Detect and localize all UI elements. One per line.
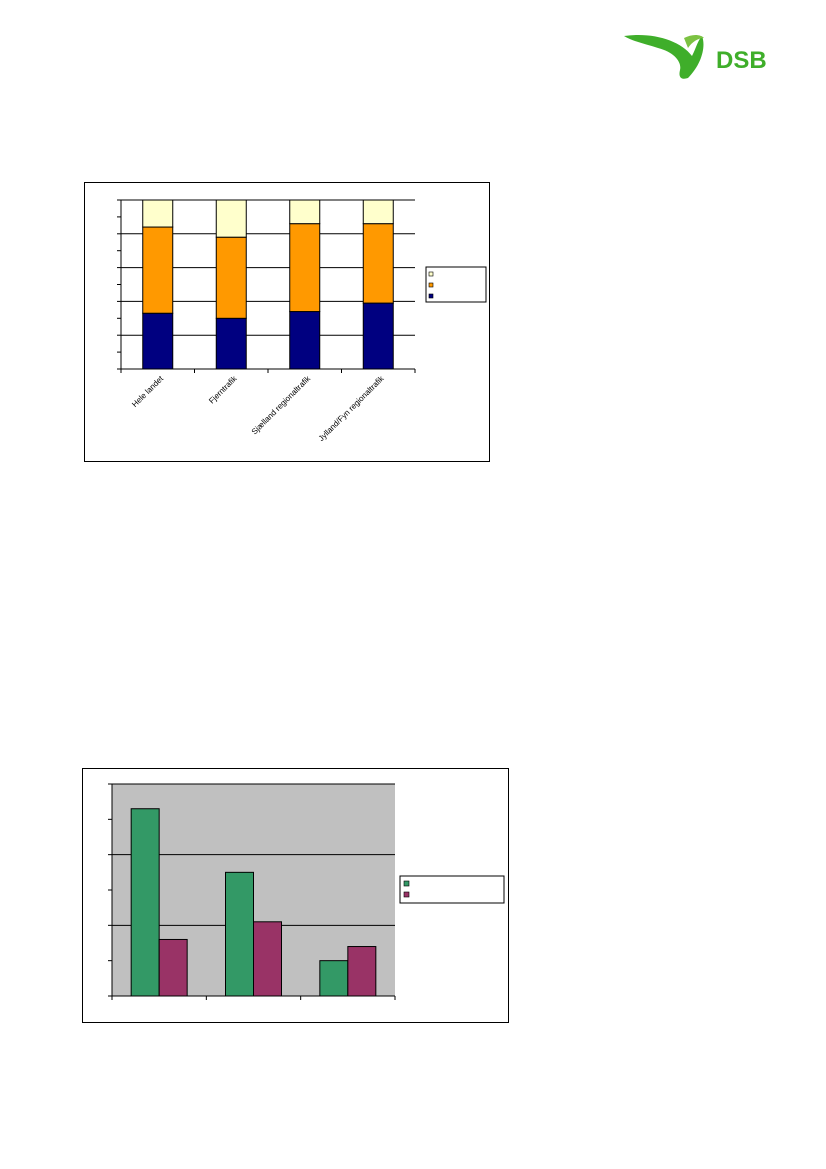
bar-segment — [215, 317, 247, 370]
x-tick-label: Sjælland regionaltrafik — [250, 373, 313, 436]
bar-segment — [289, 223, 321, 313]
legend-swatch — [428, 293, 434, 299]
bar-segment — [362, 223, 394, 304]
bar — [347, 946, 377, 997]
bar-segment — [289, 311, 321, 370]
legend-box — [425, 266, 487, 303]
x-tick-label: Hele landet — [130, 374, 166, 410]
bar — [253, 921, 282, 997]
dsb-wing-icon — [624, 34, 704, 79]
legend-swatch — [428, 271, 434, 277]
bar — [158, 938, 188, 997]
bar-segment — [289, 199, 321, 225]
bar-segment — [215, 199, 247, 238]
bar-segment — [142, 312, 174, 370]
stacked-bar-chart-svg: Hele landet Fjerntrafik Sjælland regionalt… — [117, 199, 487, 443]
x-tick-label: Fjerntrafik — [207, 373, 239, 405]
logo-text: DSB — [716, 47, 767, 74]
bar — [225, 871, 254, 997]
legend-swatch — [428, 282, 434, 288]
bar — [319, 960, 349, 997]
bar-segment — [362, 302, 394, 370]
bar-segment — [142, 199, 174, 228]
grouped-bar-chart — [82, 768, 509, 1023]
x-tick-label: Jylland/Fyn regionaltrafik — [317, 373, 387, 443]
legend-swatch — [403, 891, 410, 898]
bar-segment — [215, 236, 247, 319]
stacked-bar-chart: Hele landet Fjerntrafik Sjælland regionalt… — [84, 182, 490, 462]
bar-segment — [362, 199, 394, 225]
bar — [130, 808, 160, 997]
legend-box — [399, 875, 505, 904]
bar-segment — [142, 226, 174, 314]
dsb-logo: DSB — [622, 30, 792, 84]
legend-swatch — [403, 880, 410, 887]
grouped-bar-chart-svg — [108, 783, 505, 1000]
